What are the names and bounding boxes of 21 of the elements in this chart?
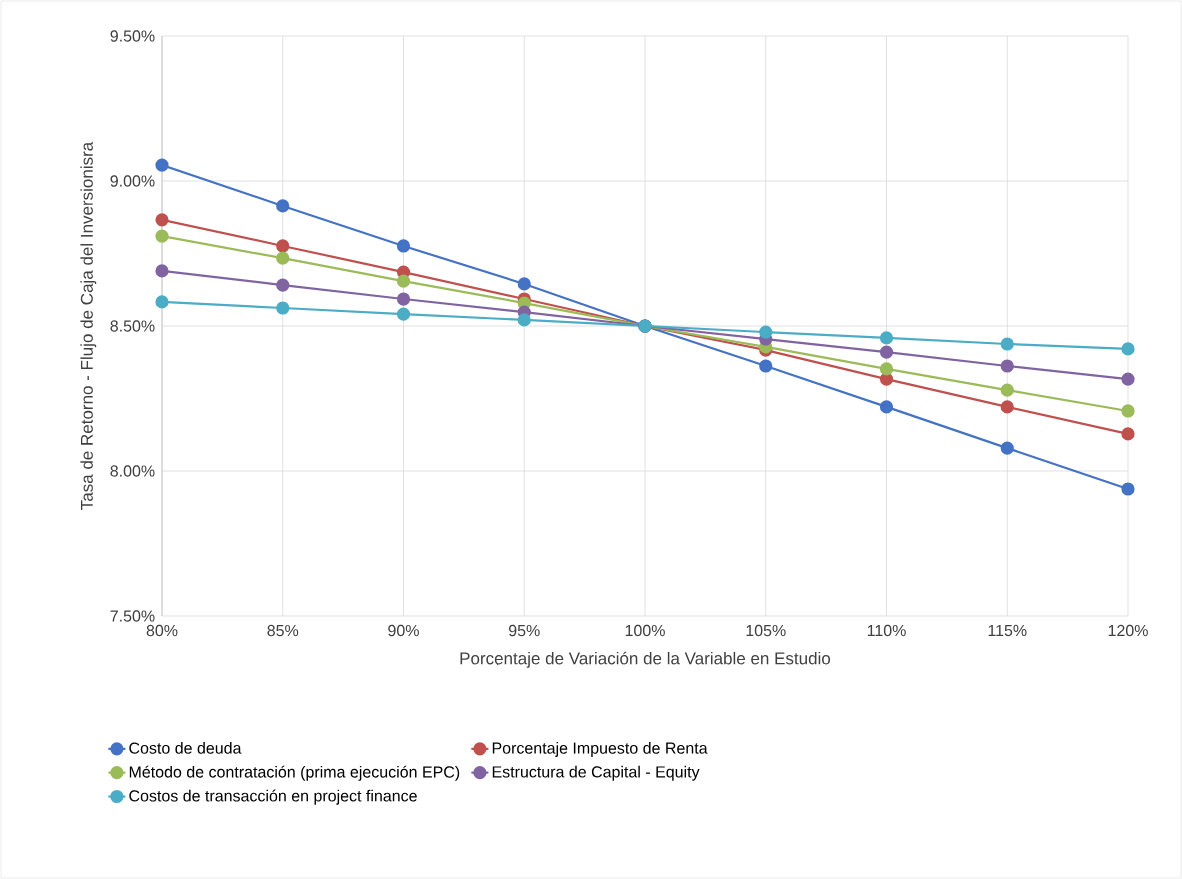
legend-label: Costo de deuda — [129, 742, 242, 754]
y-tick-label: 8.50% — [110, 320, 155, 332]
legend-label: Método de contratación (prima ejecución EPC) — [129, 765, 460, 781]
x-tick-label: 115% — [988, 624, 1027, 637]
x-tick-label: 85% — [267, 624, 299, 637]
y-tick-label: 8.00% — [110, 465, 155, 477]
legend-label: Costos de transacción en project finance — [129, 789, 417, 805]
x-tick-label: 100% — [625, 624, 665, 637]
legend-label: Estructura de Capital - Equity — [492, 765, 700, 781]
legend-label: Porcentaje Impuesto de Renta — [492, 742, 708, 757]
x-tick-label: 80% — [146, 624, 178, 637]
y-tick-label: 9.00% — [110, 175, 155, 187]
y-tick-label: 7.50% — [110, 610, 155, 622]
x-tick-label: 90% — [388, 624, 419, 637]
x-tick-label: 95% — [509, 624, 540, 637]
x-tick-label: 110% — [867, 624, 906, 637]
y-tick-label: 9.50% — [110, 30, 155, 42]
x-tick-label: 105% — [746, 624, 786, 637]
x-axis-title: Porcentaje de Variación de la Variable en Estudio — [460, 651, 831, 668]
y-axis-title: Tasa de Retorno - Flujo de Caja del Inversionisra — [80, 141, 97, 510]
x-tick-label: 120% — [1108, 624, 1148, 637]
